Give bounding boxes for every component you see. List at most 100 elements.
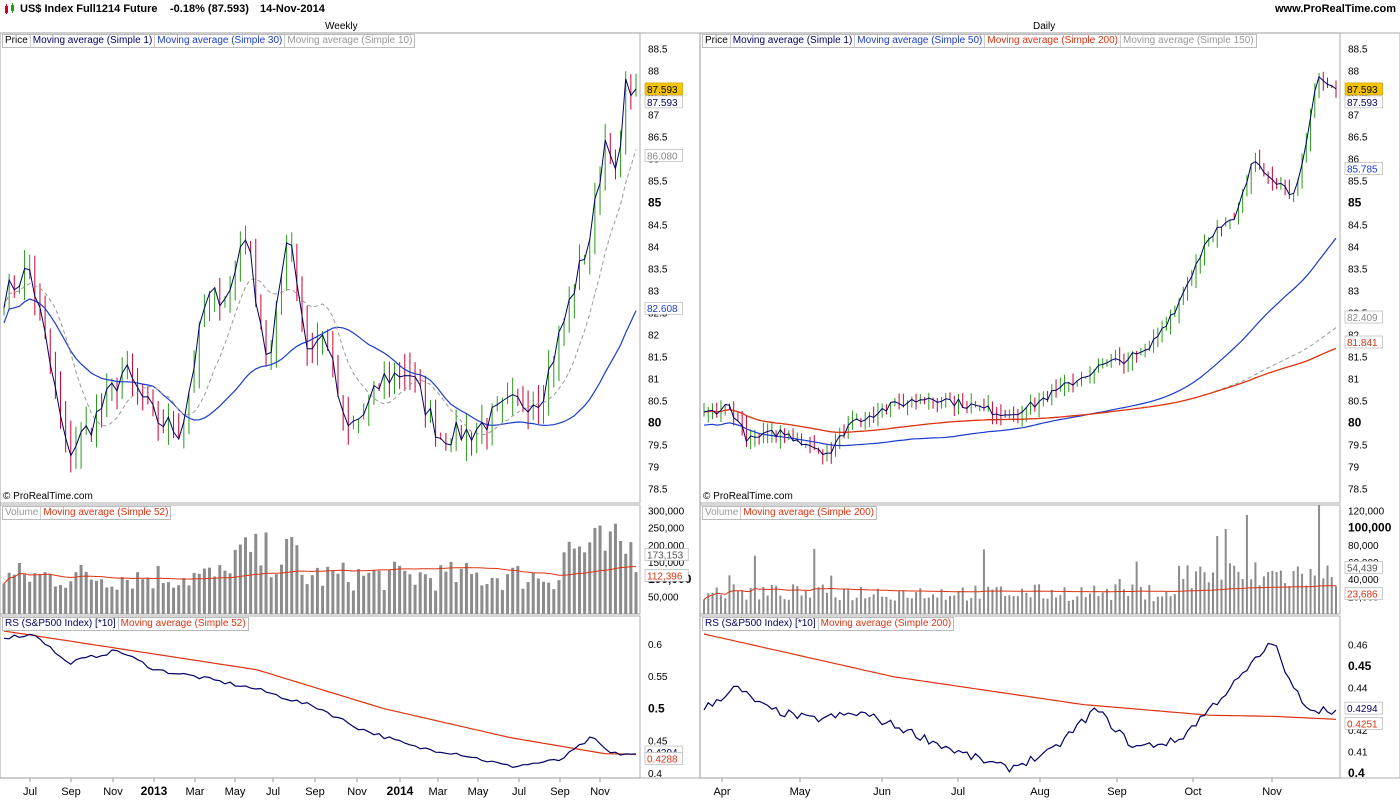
weekly-volume-bar-81 [418,572,422,614]
daily-price-tag-2-bg [1344,162,1383,175]
daily-rs-legend[interactable]: RS (S&P500 Index) [*10] Moving average (S… [702,617,955,631]
weekly-volume-bar-103 [531,572,535,614]
weekly-volume-bar-118 [608,531,612,614]
daily-rs-legend-item-0[interactable]: RS (S&P500 Index) [*10] [703,618,819,630]
daily-price-legend[interactable]: Price Moving average (Simple 1) Moving ave… [702,34,1257,48]
weekly-volume-bars [2,523,638,614]
daily-rs-line [703,642,1337,774]
weekly-price-legend-item-3[interactable]: Moving average (Simple 10) [287,35,413,46]
daily-volume-bar-31 [834,597,837,614]
weekly-volume-bar-55 [285,539,289,614]
daily-volume-bar-27 [817,587,820,614]
daily-volume-bar-100 [1127,595,1130,614]
weekly-volume-bar-39 [202,568,206,614]
weekly-volume-bar-9 [48,574,52,614]
chart-header: US$ Index Full1214 Future -0.18% (87.593… [0,0,1400,20]
weekly-rs-tag-1-bg [644,752,683,765]
daily-volume-bar-86 [1067,600,1070,614]
daily-volume-bar-101 [1131,584,1134,614]
daily-volume-bar-32 [838,600,841,614]
weekly-price-tag-0: 87.593 [647,85,678,96]
daily-price-tag-3: 82.409 [1347,313,1378,324]
weekly-volume-bar-70 [362,575,366,614]
daily-price-legend-item-1[interactable]: Moving average (Simple 1) [731,35,856,47]
weekly-rs-legend[interactable]: RS (S&P500 Index) [*10] Moving average (S… [2,617,249,631]
daily-volume-bar-88 [1076,596,1079,614]
daily-volume-bar-95 [1105,588,1108,614]
daily-volume-bar-69 [995,586,998,614]
daily-price-legend-item-3[interactable]: Moving average (Simple 200) [985,35,1121,47]
weekly-volume-bar-110 [567,541,571,614]
daily-volume-legend-item-1[interactable]: Moving average (Simple 200) [743,507,874,518]
daily-price-tick: 83.5 [1348,265,1368,276]
daily-volume-bar-61 [961,587,964,614]
weekly-price-tick: 81 [648,375,660,386]
daily-price-tick: 80 [1348,416,1362,430]
daily-volume-tick: 100,000 [1348,521,1392,535]
daily-volume-bar-52 [923,598,926,614]
weekly-volume-bar-40 [208,567,212,614]
daily-rs-tag-1: 0.4251 [1347,719,1378,730]
weekly-price-legend-item-1[interactable]: Moving average (Simple 1) [31,35,156,47]
weekly-volume-legend-item-1[interactable]: Moving average (Simple 52) [43,507,169,518]
daily-volume-bar-111 [1173,594,1176,614]
daily-rs-tag-1-bg [1344,717,1383,730]
daily-volume-bar-35 [851,600,854,614]
weekly-price-legend-item-0[interactable]: Price [3,35,31,47]
candlestick-icon [3,3,17,18]
daily-price-legend-item-4[interactable]: Moving average (Simple 150) [1122,35,1254,46]
weekly-volume-bar-19 [100,579,104,614]
daily-volume-bar-46 [898,590,901,614]
weekly-volume-bar-32 [166,582,170,614]
daily-x-label: Jul [951,786,965,798]
weekly-volume-legend[interactable]: Volume Moving average (Simple 52) [2,506,172,520]
weekly-volume-bar-122 [629,542,633,614]
daily-price-tag-2: 85.785 [1347,164,1378,175]
weekly-volume-bar-3 [17,562,21,614]
weekly-volume-bar-34 [177,585,181,614]
weekly-price-tick: 85.5 [648,177,668,188]
weekly-volume-bar-108 [557,580,561,614]
weekly-volume-tag-1: 112,396 [647,571,683,582]
daily-price-legend-item-2[interactable]: Moving average (Simple 50) [855,35,986,47]
daily-price-tick: 85 [1348,196,1362,210]
daily-volume-legend[interactable]: Volume Moving average (Simple 200) [702,506,877,520]
weekly-volume-bar-112 [577,546,581,614]
daily-volume-bar-42 [881,596,884,614]
weekly-price-legend[interactable]: Price Moving average (Simple 1) Moving ave… [2,34,416,48]
daily-volume-bar-64 [974,585,977,614]
daily-price-line [703,75,1337,456]
daily-volume-bar-47 [902,590,905,614]
daily-volume-bar-102 [1135,561,1138,614]
site-link[interactable]: www.ProRealTime.com [1274,3,1396,15]
daily-volume-bar-90 [1084,597,1087,614]
daily-volume-bar-72 [1008,595,1011,614]
daily-volume-bar-26 [813,548,816,614]
daily-price-tick: 86.5 [1348,133,1368,144]
weekly-price-legend-item-2[interactable]: Moving average (Simple 30) [155,35,286,47]
weekly-volume-legend-item-0[interactable]: Volume [3,507,42,519]
weekly-price-tick: 88 [648,67,660,78]
weekly-volume-bar-75 [387,570,391,614]
weekly-volume-tag-0-bg [644,548,689,561]
daily-volume-tag-1: 23,686 [1347,590,1378,601]
daily-volume-legend-item-0[interactable]: Volume [703,507,742,519]
daily-price-legend-item-0[interactable]: Price [703,35,731,47]
weekly-volume-bar-96 [495,578,499,614]
weekly-volume-bar-4 [23,574,27,614]
daily-volume-bar-99 [1122,589,1125,614]
weekly-volume-bar-43 [223,570,227,614]
daily-volume-bar-3 [715,587,718,614]
daily-volume-bar-45 [893,600,896,614]
daily-volume-bar-133 [1267,571,1270,614]
daily-rs-legend-item-1[interactable]: Moving average (Simple 200) [820,618,952,629]
daily-price-tick: 81 [1348,375,1360,386]
weekly-rs-legend-item-1[interactable]: Moving average (Simple 52) [120,618,246,629]
weekly-volume-bar-35 [182,578,186,614]
daily-volume-bar-13 [758,599,761,614]
weekly-price-tag-1: 87.593 [647,98,678,109]
weekly-volume-bar-25 [130,588,134,614]
weekly-volume-bar-66 [341,562,345,614]
weekly-rs-legend-item-0[interactable]: RS (S&P500 Index) [*10] [3,618,119,630]
